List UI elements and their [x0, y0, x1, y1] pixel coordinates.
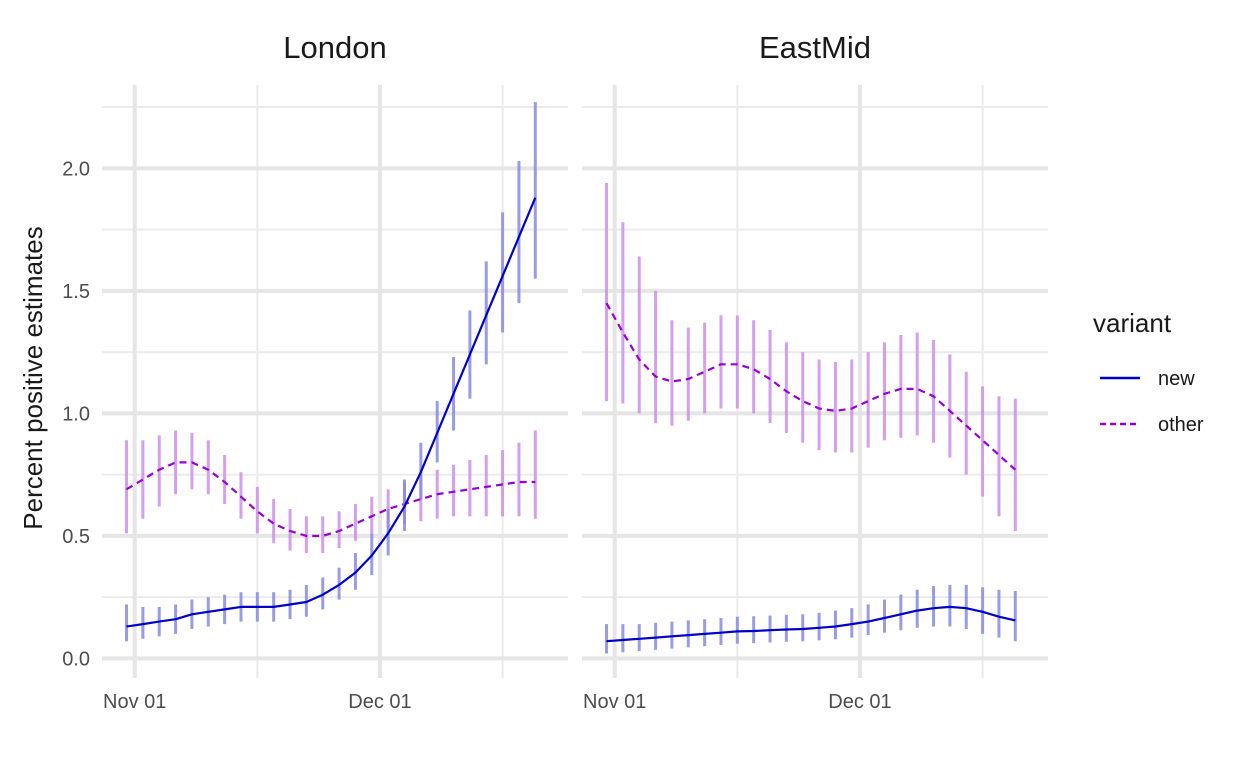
y-axis: 0.0 0.5 1.0 1.5 2.0 [62, 158, 90, 670]
y-tick-label: 2.0 [62, 158, 90, 180]
series-other [605, 183, 1017, 531]
legend-title: variant [1093, 308, 1172, 338]
panel-london: London Nov 01 Dec 01 [102, 30, 568, 713]
series-new [605, 584, 1017, 654]
legend-label-new: new [1158, 368, 1195, 390]
panel-eastmid: EastMid Nov 01 Dec 01 [582, 30, 1048, 713]
series-line-other [125, 461, 536, 538]
x-tick-label: Nov 01 [103, 691, 166, 713]
legend: variant new other [1093, 308, 1204, 436]
x-tick-label: Dec 01 [348, 691, 411, 713]
panel-title-eastmid: EastMid [759, 30, 871, 65]
grid [102, 85, 568, 678]
x-tick-label: Dec 01 [828, 691, 891, 713]
series-new [125, 102, 537, 642]
y-tick-label: 1.5 [62, 281, 90, 303]
x-tick-label: Nov 01 [583, 691, 646, 713]
legend-label-other: other [1158, 414, 1204, 436]
series-line-new [126, 197, 537, 628]
y-tick-label: 0.0 [62, 648, 90, 670]
y-tick-label: 0.5 [62, 526, 90, 548]
panel-title-london: London [283, 30, 386, 65]
series-line-other [605, 302, 1017, 471]
series-line-new [606, 605, 1016, 643]
y-tick-label: 1.0 [62, 403, 90, 425]
y-axis-title: Percent positive estimates [18, 226, 48, 529]
grid [582, 85, 1048, 678]
